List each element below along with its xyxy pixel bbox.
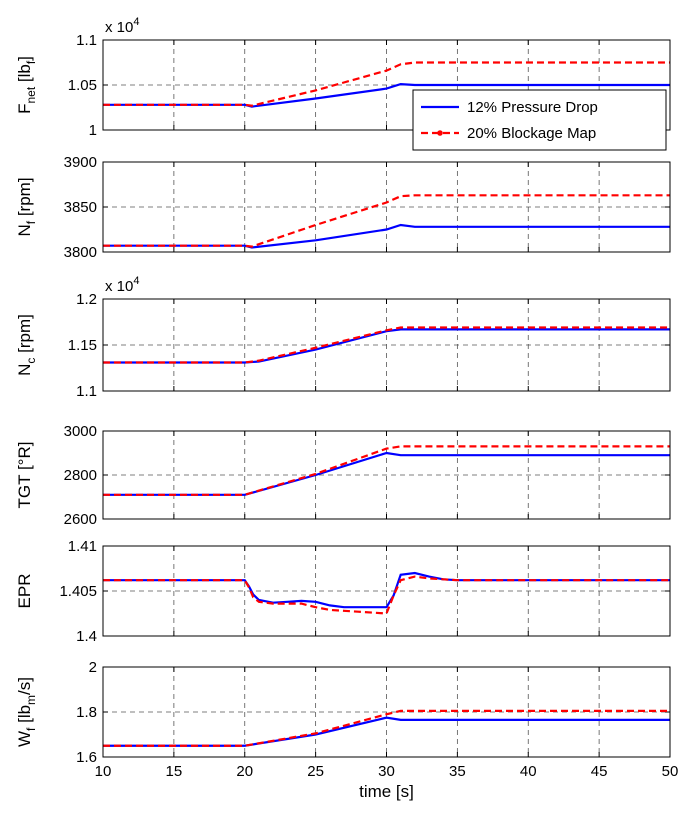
y-axis-label-subscript: f bbox=[24, 220, 38, 224]
x-tick-label: 50 bbox=[662, 763, 679, 780]
y-tick-label: 3900 bbox=[64, 154, 97, 171]
series-line-blockage-map bbox=[103, 194, 670, 248]
chart-panel-5: 1.4 1.405 1.41 EPR bbox=[15, 538, 671, 645]
axes-frame bbox=[102, 39, 671, 131]
axis-exponent-label: x 104 bbox=[105, 275, 139, 295]
x-tick-label: 25 bbox=[307, 763, 324, 780]
legend: 12% Pressure Drop 20% Blockage Map bbox=[412, 89, 667, 151]
axis-exponent-power: 4 bbox=[133, 16, 139, 28]
x-tick-label: 40 bbox=[520, 763, 537, 780]
y-axis-label-unit: °R] bbox=[15, 442, 34, 466]
y-axis-label-main: N bbox=[15, 364, 34, 376]
series-line-pressure-drop bbox=[103, 328, 670, 364]
x-tick-label: 30 bbox=[378, 763, 395, 780]
axis-exponent-label: x 104 bbox=[105, 16, 139, 36]
y-axis-label-unit: [rpm] bbox=[15, 314, 34, 357]
y-tick-label: 2800 bbox=[64, 467, 97, 484]
chart-panel-1: 1 1.05 1.1 x 104 Fnet [lbf] 12% Pressure Drop… bbox=[15, 16, 671, 151]
axes-frame bbox=[102, 430, 671, 520]
chart-panel-3: 1.1 1.15 1.2 x 104 Nc [rpm] bbox=[15, 275, 671, 400]
y-axis-label-main: W bbox=[15, 731, 34, 747]
y-axis-label-main: TGT [ bbox=[15, 465, 34, 508]
legend-label: 20% Blockage Map bbox=[467, 125, 596, 142]
x-tick-label: 45 bbox=[591, 763, 608, 780]
y-tick-label: 1.4 bbox=[76, 628, 97, 645]
y-tick-label: 1.8 bbox=[76, 704, 97, 721]
y-axis-label: Wf [lbm/s] bbox=[15, 677, 38, 747]
y-axis-label: Fnet [lbf] bbox=[15, 56, 38, 114]
y-axis-label-main: F bbox=[15, 104, 34, 114]
y-tick-label: 1.6 bbox=[76, 749, 97, 766]
series-line-blockage-map bbox=[103, 326, 670, 364]
series-line-blockage-map bbox=[103, 445, 670, 496]
y-axis-label-unit: [lb bbox=[15, 64, 34, 87]
y-axis-label: EPR bbox=[15, 574, 34, 609]
x-tick-label: 15 bbox=[166, 763, 183, 780]
chart-panel-2: 3800 3850 3900 Nf [rpm] bbox=[15, 154, 671, 261]
y-tick-label: 1 bbox=[89, 122, 97, 139]
x-axis-label: time [s] bbox=[359, 782, 414, 801]
x-tick-label: 35 bbox=[449, 763, 466, 780]
x-tick-label: 20 bbox=[236, 763, 253, 780]
legend-label: 12% Pressure Drop bbox=[467, 99, 598, 116]
y-tick-label: 1.2 bbox=[76, 291, 97, 308]
series-line-pressure-drop bbox=[103, 716, 670, 747]
y-axis-label-main: EPR bbox=[15, 574, 34, 609]
axes-frame bbox=[102, 298, 671, 392]
y-tick-label: 3850 bbox=[64, 199, 97, 216]
chart-panel-4: 2600 2800 3000 TGT [°R] bbox=[15, 423, 671, 528]
series-line-blockage-map bbox=[103, 709, 670, 747]
y-axis-label: Nc [rpm] bbox=[15, 314, 38, 376]
y-tick-label: 1.1 bbox=[76, 383, 97, 400]
x-tick-label: 10 bbox=[95, 763, 112, 780]
legend-marker bbox=[437, 130, 443, 136]
y-axis-label-unit-end: ] bbox=[15, 56, 34, 61]
y-tick-label: 1.41 bbox=[68, 538, 97, 555]
axes-frame bbox=[102, 545, 671, 637]
y-tick-label: 1.405 bbox=[59, 583, 97, 600]
series-line-blockage-map bbox=[103, 575, 670, 615]
y-axis-label: Nf [rpm] bbox=[15, 177, 38, 236]
chart-panel-6: 1.6 1.8 2 10 15 20 25 30 35 40 45 50 time [s] Wf [lbm… bbox=[15, 659, 678, 801]
axes-frame bbox=[102, 161, 671, 253]
y-axis-label-unit-subscript: f bbox=[24, 60, 38, 64]
y-axis-label-unit: [lb bbox=[15, 705, 34, 728]
y-tick-label: 1.15 bbox=[68, 337, 97, 354]
y-axis-label-unit-subscript: m bbox=[24, 695, 38, 705]
y-tick-label: 2 bbox=[89, 659, 97, 676]
axis-exponent-power: 4 bbox=[133, 275, 139, 287]
y-axis-label-subscript: c bbox=[24, 358, 38, 364]
y-tick-label: 2600 bbox=[64, 511, 97, 528]
series-line-pressure-drop bbox=[103, 82, 670, 108]
series-line-pressure-drop bbox=[103, 451, 670, 496]
y-axis-label-main: N bbox=[15, 224, 34, 236]
y-tick-label: 3800 bbox=[64, 244, 97, 261]
series-line-pressure-drop bbox=[103, 571, 670, 609]
y-tick-label: 3000 bbox=[64, 423, 97, 440]
y-axis-label-unit: [rpm] bbox=[15, 177, 34, 220]
series-line-pressure-drop bbox=[103, 223, 670, 249]
y-axis-label-subscript: f bbox=[24, 727, 38, 731]
legend-box bbox=[412, 89, 667, 151]
axes-frame bbox=[102, 666, 671, 758]
y-axis-label: TGT [°R] bbox=[15, 442, 34, 509]
y-axis-label-subscript: net bbox=[24, 86, 38, 103]
y-tick-label: 1.05 bbox=[68, 77, 97, 94]
y-tick-label: 1.1 bbox=[76, 32, 97, 49]
y-axis-label-unit-end: /s] bbox=[15, 677, 34, 695]
